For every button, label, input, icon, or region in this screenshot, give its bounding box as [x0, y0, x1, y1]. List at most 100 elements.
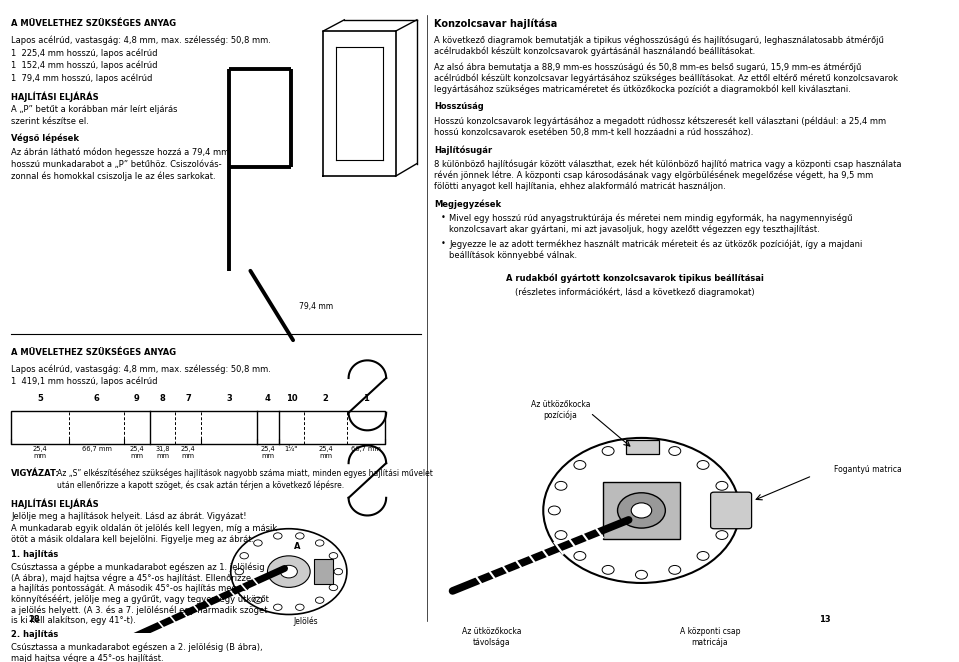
FancyBboxPatch shape	[711, 492, 752, 529]
Text: acélrudakból készült konzolcsavarok gyártásánál használandó beállításokat.: acélrudakból készült konzolcsavarok gyár…	[434, 47, 756, 56]
Text: A: A	[294, 542, 300, 551]
Text: Végső lépések: Végső lépések	[12, 134, 80, 144]
Text: Jegyezze le az adott termékhez használt matricák méreteit és az ütközők pozíciój: Jegyezze le az adott termékhez használt …	[450, 239, 863, 249]
Text: Az ütközőkocka
távolsága: Az ütközőkocka távolsága	[462, 627, 522, 647]
Bar	[315, 559, 333, 585]
Text: A MŰVELETHEZ SZÜKSÉGES ANYAG: A MŰVELETHEZ SZÜKSÉGES ANYAG	[12, 19, 176, 28]
Circle shape	[573, 551, 586, 560]
Text: Az ábrán látható módon hegessze hozzá a 79,4 mm: Az ábrán látható módon hegessze hozzá a …	[12, 148, 229, 158]
Text: 25,4
mm: 25,4 mm	[318, 446, 333, 459]
Circle shape	[555, 531, 567, 540]
Text: Jelölje meg a hajlítások helyeit. Lásd az ábrát. Vigyázat!: Jelölje meg a hajlítások helyeit. Lásd a…	[12, 512, 246, 522]
Text: 25,4
mm: 25,4 mm	[261, 446, 275, 459]
Text: Az „S” elkészítéséhez szükséges hajlítások nagyobb száma miatt, minden egyes haj: Az „S” elkészítéséhez szükséges hajlítás…	[57, 469, 433, 479]
Text: 79,4 mm: 79,4 mm	[299, 303, 333, 311]
Text: 3: 3	[226, 395, 232, 403]
Text: 2. hajlítás: 2. hajlítás	[12, 630, 58, 639]
Text: A központi csap
matricája: A központi csap matricája	[680, 627, 740, 647]
Circle shape	[618, 493, 666, 528]
Circle shape	[295, 604, 304, 610]
Circle shape	[602, 565, 614, 574]
Circle shape	[602, 447, 614, 455]
Text: (részletes információkért, lásd a következő diagramokat): (részletes információkért, lásd a követk…	[515, 287, 755, 297]
Text: HAJLÍTÁSI ELJÁRÁS: HAJLÍTÁSI ELJÁRÁS	[12, 91, 99, 101]
Text: a jelölés helyett. (A 3. és a 7. jelölésnél egy harmadik szöget: a jelölés helyett. (A 3. és a 7. jelölés…	[12, 606, 268, 615]
Text: HAJLÍTÁSI ELJÁRÁS: HAJLÍTÁSI ELJÁRÁS	[12, 498, 99, 509]
Circle shape	[231, 529, 347, 614]
Text: 8: 8	[159, 395, 165, 403]
Text: VIGYÁZAT:: VIGYÁZAT:	[12, 469, 60, 478]
Text: 5: 5	[37, 395, 43, 403]
Circle shape	[631, 503, 652, 518]
Text: (A ábra), majd hajtsa végre a 45°-os hajlítást. Ellenőrizze: (A ábra), majd hajtsa végre a 45°-os haj…	[12, 573, 251, 583]
Text: Hosszúság: Hosszúság	[434, 103, 483, 111]
Circle shape	[549, 506, 560, 515]
Circle shape	[254, 540, 262, 546]
Text: révén jönnek létre. A központi csap károsodásának vagy elgörbülésének megelőzése: révén jönnek létre. A központi csap káro…	[434, 171, 874, 180]
Text: Lapos acélrúd, vastasgág: 4,8 mm, max. szélesség: 50,8 mm.: Lapos acélrúd, vastasgág: 4,8 mm, max. s…	[12, 36, 271, 45]
Text: •: •	[441, 213, 446, 222]
Circle shape	[329, 585, 338, 591]
Circle shape	[268, 556, 310, 587]
Text: 25,4
mm: 25,4 mm	[180, 446, 196, 459]
Text: Az alsó ábra bemutatja a 88,9 mm-es hosszúságú és 50,8 mm-es belső sugarú, 15,9 : Az alsó ábra bemutatja a 88,9 mm-es hoss…	[434, 62, 861, 71]
Circle shape	[636, 442, 647, 451]
Text: 31,8
mm: 31,8 mm	[155, 446, 170, 459]
Circle shape	[722, 506, 735, 515]
Circle shape	[273, 604, 282, 610]
Text: Mivel egy hosszú rúd anyagstruktúrája és méretei nem mindig egyformák, ha nagyme: Mivel egy hosszú rúd anyagstruktúrája és…	[450, 213, 853, 223]
Bar	[626, 440, 659, 453]
Text: 7: 7	[185, 395, 191, 403]
Text: 1  79,4 mm hosszú, lapos acélrúd: 1 79,4 mm hosszú, lapos acélrúd	[12, 73, 152, 83]
Text: majd hajtsa végre a 45°-os hajlítást.: majd hajtsa végre a 45°-os hajlítást.	[12, 653, 164, 662]
Circle shape	[240, 585, 248, 591]
Circle shape	[636, 571, 647, 579]
Text: 1  225,4 mm hosszú, lapos acélrúd: 1 225,4 mm hosszú, lapos acélrúd	[12, 48, 158, 58]
Text: Konzolcsavar hajlítása: Konzolcsavar hajlítása	[434, 19, 557, 29]
Text: •: •	[441, 239, 446, 248]
Text: 66,7 mm: 66,7 mm	[82, 446, 111, 452]
Text: a hajlítás pontosságát. A második 45°-os hajlítás meg: a hajlítás pontosságát. A második 45°-os…	[12, 585, 237, 593]
Text: Hosszú konzolcsavarok legyártásához a megadott rúdhossz kétszeresét kell választ: Hosszú konzolcsavarok legyártásához a me…	[434, 117, 886, 126]
Text: hossú konzolcsavarok esetében 50,8 mm-t kell hozzáadni a rúd hosszához).: hossú konzolcsavarok esetében 50,8 mm-t …	[434, 128, 754, 136]
Text: 28: 28	[29, 615, 40, 624]
Text: után ellenőrizze a kapott szöget, és csak aztán térjen a következő lépésre.: után ellenőrizze a kapott szöget, és csa…	[57, 481, 343, 491]
Text: fölötti anyagot kell hajlítania, ehhez alakformáló matricát használjon.: fölötti anyagot kell hajlítania, ehhez a…	[434, 182, 726, 191]
Circle shape	[329, 553, 338, 559]
Text: 1¹⁄₄": 1¹⁄₄"	[285, 446, 298, 452]
Text: 2: 2	[322, 395, 329, 403]
Text: 1  152,4 mm hosszú, lapos acélrúd: 1 152,4 mm hosszú, lapos acélrúd	[12, 61, 158, 70]
Text: 10: 10	[286, 395, 297, 403]
Bar	[12, 411, 386, 444]
Circle shape	[555, 481, 567, 491]
Text: 13: 13	[819, 615, 831, 624]
Text: Csúsztassa a gépbe a munkadarabot egészen az 1. jelölésig: Csúsztassa a gépbe a munkadarabot egésze…	[12, 563, 265, 572]
Circle shape	[573, 461, 586, 469]
Text: 1. hajlítás: 1. hajlítás	[12, 550, 58, 559]
Text: acélrúdból készült konzolcsavar legyártásához szükséges beállításokat. Az ettől : acélrúdból készült konzolcsavar legyártá…	[434, 73, 898, 83]
Text: A rudakból gyártott konzolcsavarok tipikus beállításai: A rudakból gyártott konzolcsavarok tipik…	[505, 273, 763, 283]
Circle shape	[334, 569, 342, 575]
Text: Lapos acélrúd, vastasgág: 4,8 mm, max. szélesség: 50,8 mm.: Lapos acélrúd, vastasgág: 4,8 mm, max. s…	[12, 364, 271, 373]
Text: zonnal és homokkal csiszolja le az éles sarkokat.: zonnal és homokkal csiszolja le az éles …	[12, 171, 216, 181]
Circle shape	[697, 461, 709, 469]
Text: beállítások könnyebbé válnak.: beállítások könnyebbé válnak.	[450, 251, 577, 260]
Text: könnyítéséért, jelölje meg a gyűrűt, vagy tegyen egy ütközőt: könnyítéséért, jelölje meg a gyűrűt, vag…	[12, 595, 269, 604]
Circle shape	[273, 533, 282, 539]
Text: ötöt a másik oldalara kell bejelölni. Figyelje meg az ábrát.: ötöt a másik oldalara kell bejelölni. Fi…	[12, 535, 254, 544]
Circle shape	[240, 553, 248, 559]
Text: szerint készítse el.: szerint készítse el.	[12, 117, 89, 126]
Circle shape	[668, 447, 681, 455]
Text: legyártásához szükséges matricaméretet és ütközőkocka pozíciót a diagramokból ke: legyártásához szükséges matricaméretet é…	[434, 85, 851, 94]
Text: A munkadarab egyik oldalán öt jelölés kell legyen, míg a másik: A munkadarab egyik oldalán öt jelölés ke…	[12, 524, 277, 533]
Text: Csúsztassa a munkadarabot egészen a 2. jelölésig (B ábra),: Csúsztassa a munkadarabot egészen a 2. j…	[12, 643, 263, 652]
Text: 25,4
mm: 25,4 mm	[129, 446, 144, 459]
Text: Jelölés: Jelölés	[293, 616, 318, 626]
Circle shape	[543, 438, 739, 583]
Text: Fogantyú matrica: Fogantyú matrica	[833, 465, 901, 474]
Text: 1: 1	[363, 395, 369, 403]
Circle shape	[668, 565, 681, 574]
Text: 25,4
mm: 25,4 mm	[33, 446, 48, 459]
Circle shape	[316, 597, 324, 603]
Text: A következő diagramok bemutatják a tipikus véghosszúságú és hajlítósugarú, legha: A következő diagramok bemutatják a tipik…	[434, 36, 884, 45]
